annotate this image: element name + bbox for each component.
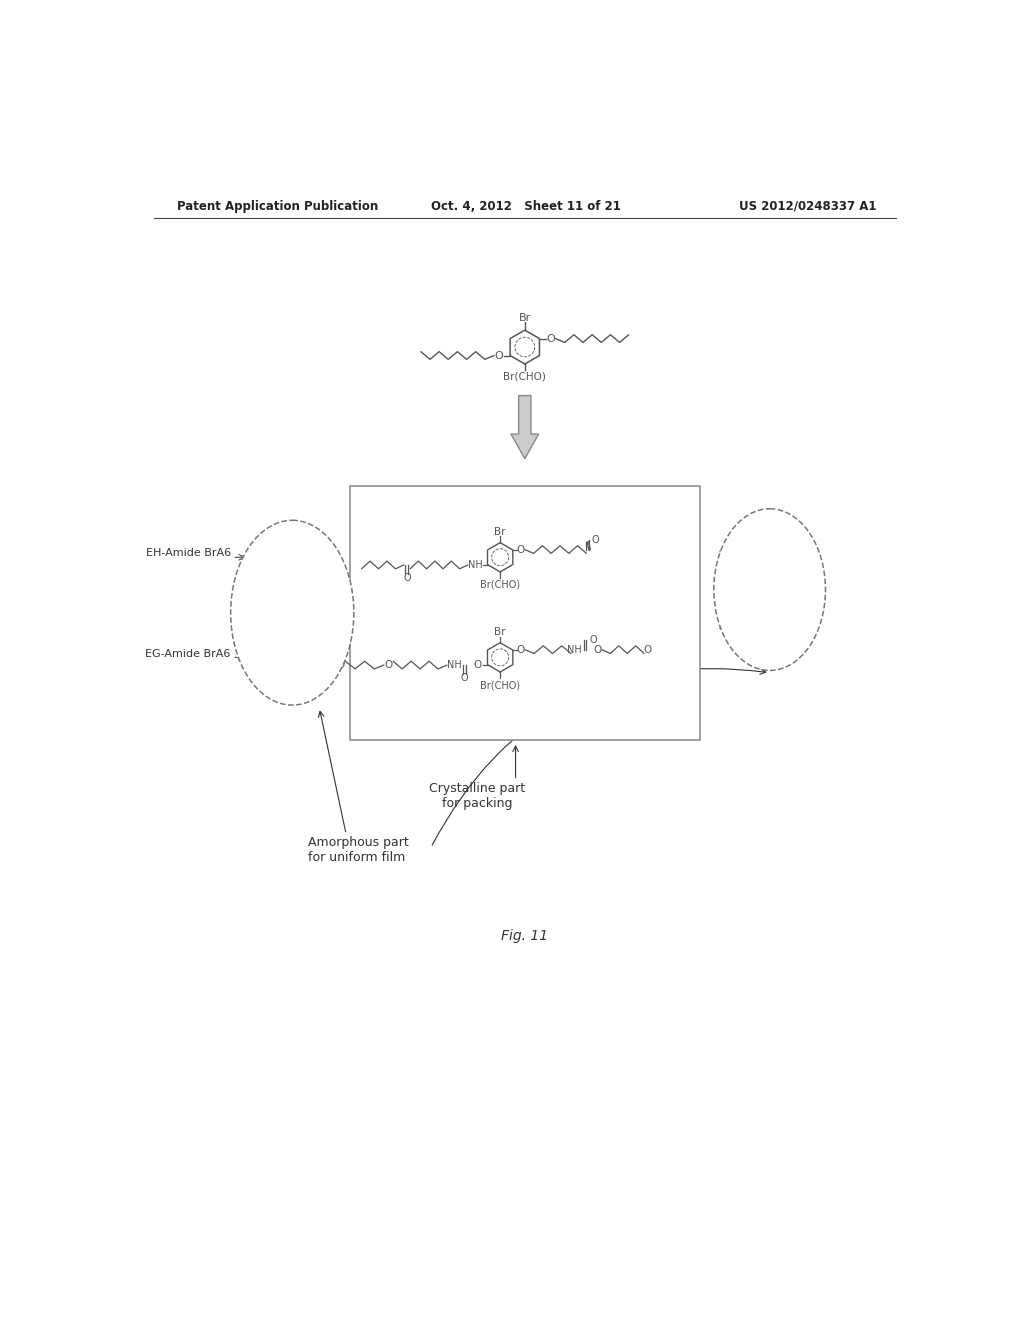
Text: US 2012/0248337 A1: US 2012/0248337 A1: [739, 199, 877, 213]
Text: O: O: [384, 660, 392, 671]
Text: O: O: [547, 334, 555, 343]
FancyArrowPatch shape: [432, 668, 766, 845]
Text: EG-Amide BrA6: EG-Amide BrA6: [145, 648, 230, 659]
Text: NH: NH: [567, 644, 583, 655]
Text: NH: NH: [468, 560, 483, 570]
Polygon shape: [511, 396, 539, 459]
Text: Oct. 4, 2012   Sheet 11 of 21: Oct. 4, 2012 Sheet 11 of 21: [431, 199, 621, 213]
Text: O: O: [644, 644, 652, 655]
Text: Br(CHO): Br(CHO): [480, 579, 520, 590]
Bar: [350, 486, 700, 739]
Text: Br: Br: [519, 313, 530, 323]
Text: O: O: [517, 545, 525, 554]
Text: O: O: [517, 644, 525, 655]
Text: Patent Application Publication: Patent Application Publication: [177, 199, 378, 213]
Text: Br: Br: [495, 527, 506, 537]
Text: Fig. 11: Fig. 11: [501, 929, 549, 942]
Ellipse shape: [714, 508, 825, 671]
Text: O: O: [593, 644, 601, 655]
Text: EH-Amide BrA6: EH-Amide BrA6: [145, 548, 230, 558]
Text: O: O: [592, 536, 599, 545]
Text: Br(CHO): Br(CHO): [504, 371, 546, 381]
Text: Crystalline part
for packing: Crystalline part for packing: [429, 781, 525, 810]
Text: Br(CHO): Br(CHO): [480, 680, 520, 690]
Text: O: O: [337, 660, 345, 671]
Text: Amorphous part
for uniform film: Amorphous part for uniform film: [307, 836, 409, 865]
Ellipse shape: [230, 520, 354, 705]
Text: O: O: [495, 351, 503, 360]
Text: O: O: [473, 660, 481, 671]
Text: NH: NH: [447, 660, 462, 671]
Text: O: O: [461, 673, 469, 684]
Text: O: O: [590, 635, 597, 645]
Text: O: O: [403, 573, 411, 583]
Text: Br: Br: [495, 627, 506, 638]
